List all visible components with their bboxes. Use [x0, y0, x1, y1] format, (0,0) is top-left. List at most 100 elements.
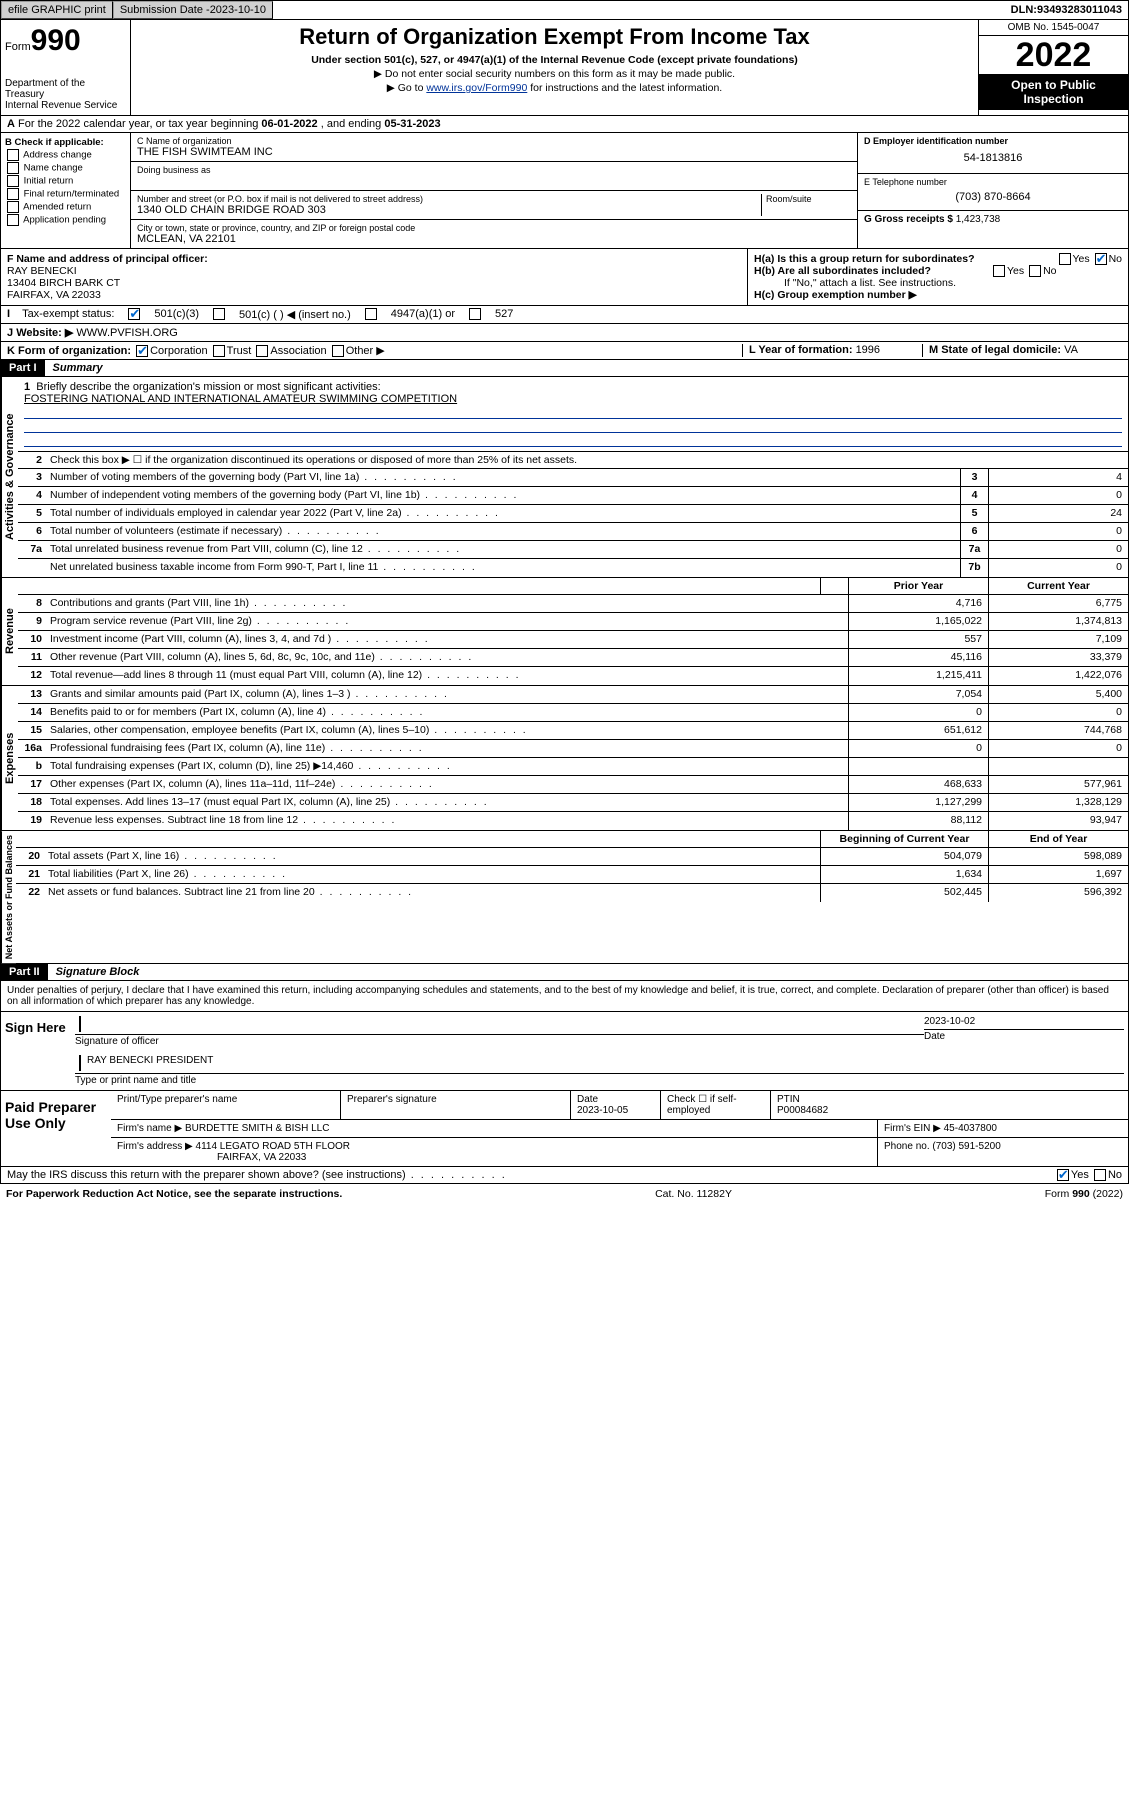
firm-addr1: 4114 LEGATO ROAD 5TH FLOOR — [196, 1141, 351, 1152]
signature-block: Under penalties of perjury, I declare th… — [0, 981, 1129, 1167]
chk-501c3[interactable] — [128, 308, 140, 320]
form-year-block: OMB No. 1545-0047 2022 Open to Public In… — [978, 20, 1128, 115]
table-row: 9Program service revenue (Part VIII, lin… — [18, 613, 1128, 631]
city-label: City or town, state or province, country… — [137, 223, 851, 233]
street-address: 1340 OLD CHAIN BRIDGE ROAD 303 — [137, 204, 761, 216]
irs-discuss-row: May the IRS discuss this return with the… — [0, 1167, 1129, 1184]
table-row: 15Salaries, other compensation, employee… — [18, 722, 1128, 740]
prep-col-name: Print/Type preparer's name — [111, 1091, 341, 1119]
chk-association[interactable] — [256, 345, 268, 357]
side-label-expenses: Expenses — [1, 686, 18, 830]
org-name-label: C Name of organization — [137, 136, 851, 146]
gross-receipts-label: G Gross receipts $ — [864, 214, 956, 225]
chk-527[interactable] — [469, 308, 481, 320]
omb-number: OMB No. 1545-0047 — [979, 20, 1128, 36]
form990-link[interactable]: www.irs.gov/Form990 — [426, 82, 527, 94]
revenue-col-headers: Prior Year Current Year — [18, 578, 1128, 595]
dba-label: Doing business as — [137, 165, 851, 175]
tax-year: 2022 — [979, 36, 1128, 74]
ptin-value: P00084682 — [777, 1105, 828, 1116]
tax-year-begin: 06-01-2022 — [261, 118, 317, 130]
ptin-label: PTIN — [777, 1094, 800, 1105]
row-i-tax-status: I Tax-exempt status: 501(c)(3) 501(c) ( … — [0, 306, 1129, 324]
footer-paperwork: For Paperwork Reduction Act Notice, see … — [6, 1188, 342, 1200]
form-prefix: Form — [5, 41, 31, 53]
paid-preparer-block: Paid Preparer Use Only Print/Type prepar… — [1, 1090, 1128, 1166]
note2-post: for instructions and the latest informat… — [527, 82, 722, 94]
chk-application-pending[interactable]: Application pending — [5, 214, 126, 226]
dln-value: 93493283011043 — [1037, 4, 1122, 16]
table-row: 18Total expenses. Add lines 13–17 (must … — [18, 794, 1128, 812]
phone-cell: E Telephone number (703) 870-8664 — [858, 174, 1128, 211]
dln-label: DLN: — [1011, 4, 1037, 16]
gross-receipts-cell: G Gross receipts $ 1,423,738 — [858, 211, 1128, 228]
chk-address-change[interactable]: Address change — [5, 149, 126, 161]
row-klm: K Form of organization: Corporation Trus… — [0, 342, 1129, 360]
officer-sig-label: Signature of officer — [75, 1034, 924, 1047]
chk-other[interactable] — [332, 345, 344, 357]
form-subtitle: Under section 501(c), 527, or 4947(a)(1)… — [137, 54, 972, 66]
firm-ein: 45-4037800 — [944, 1123, 997, 1134]
col-end-year: End of Year — [988, 831, 1128, 847]
note2-pre: ▶ Go to — [387, 82, 427, 94]
group-return: H(a) Is this a group return for subordin… — [748, 249, 1128, 305]
col-current-year: Current Year — [988, 578, 1128, 594]
section-revenue: Revenue Prior Year Current Year 8Contrib… — [0, 578, 1129, 686]
table-row: 6Total number of volunteers (estimate if… — [18, 523, 1128, 541]
table-row: 17Other expenses (Part IX, column (A), l… — [18, 776, 1128, 794]
form-id-block: Form990 Department of the Treasury Inter… — [1, 20, 131, 115]
side-label-revenue: Revenue — [1, 578, 18, 685]
open-inspection: Open to Public Inspection — [979, 74, 1128, 110]
table-row: 5Total number of individuals employed in… — [18, 505, 1128, 523]
chk-amended-return[interactable]: Amended return — [5, 201, 126, 213]
chk-trust[interactable] — [213, 345, 225, 357]
org-name-cell: C Name of organization THE FISH SWIMTEAM… — [131, 133, 857, 162]
website-value: WWW.PVFISH.ORG — [76, 327, 177, 339]
firm-name-label: Firm's name ▶ — [117, 1123, 182, 1134]
h-c-label: H(c) Group exemption number ▶ — [754, 289, 1122, 301]
row-a-mid: , and ending — [321, 118, 385, 130]
prep-col-date-lbl: Date — [577, 1094, 598, 1105]
state-value: VA — [1064, 344, 1078, 356]
part-2-title: Signature Block — [48, 964, 148, 980]
h-b-note: If "No," attach a list. See instructions… — [754, 277, 1122, 289]
side-label-ag: Activities & Governance — [1, 377, 18, 577]
chk-corporation[interactable] — [136, 345, 148, 357]
chk-501c[interactable] — [213, 308, 225, 320]
efile-button[interactable]: efile GRAPHIC print — [1, 1, 113, 19]
chk-name-change[interactable]: Name change — [5, 162, 126, 174]
year-formation-label: L Year of formation: — [749, 344, 856, 356]
col-b-header: B Check if applicable: — [5, 137, 126, 148]
sig-date-label: Date — [924, 1029, 1124, 1042]
declaration-text: Under penalties of perjury, I declare th… — [1, 981, 1128, 1011]
chk-discuss-yes[interactable] — [1057, 1169, 1069, 1181]
chk-discuss-no[interactable] — [1094, 1169, 1106, 1181]
chk-initial-return[interactable]: Initial return — [5, 175, 126, 187]
form-note-2: ▶ Go to www.irs.gov/Form990 for instruct… — [137, 82, 972, 94]
officer-name: RAY BENECKI — [7, 265, 741, 277]
chk-final-return[interactable]: Final return/terminated — [5, 188, 126, 200]
prep-col-sig: Preparer's signature — [341, 1091, 571, 1119]
form-number: Form990 — [5, 24, 126, 58]
mission-block: 1 Briefly describe the organization's mi… — [18, 377, 1128, 451]
page-footer: For Paperwork Reduction Act Notice, see … — [0, 1184, 1129, 1204]
tax-status-label: Tax-exempt status: — [22, 308, 114, 321]
col-prior-year: Prior Year — [848, 578, 988, 594]
row-a-text: For the 2022 calendar year, or tax year … — [18, 118, 261, 130]
table-row: 8Contributions and grants (Part VIII, li… — [18, 595, 1128, 613]
officer-printed-name: RAY BENECKI PRESIDENT — [79, 1055, 1124, 1071]
department: Department of the Treasury Internal Reve… — [5, 78, 126, 111]
officer-label: F Name and address of principal officer: — [7, 253, 741, 265]
dba-cell: Doing business as — [131, 162, 857, 191]
table-row: 13Grants and similar amounts paid (Part … — [18, 686, 1128, 704]
form-header: Form990 Department of the Treasury Inter… — [0, 20, 1129, 116]
firm-name: BURDETTE SMITH & BISH LLC — [185, 1123, 329, 1134]
chk-4947[interactable] — [365, 308, 377, 320]
prep-self-employed: Check ☐ if self-employed — [661, 1091, 771, 1119]
phone-label: E Telephone number — [864, 177, 1122, 187]
form-title-block: Return of Organization Exempt From Incom… — [131, 20, 978, 115]
form-title: Return of Organization Exempt From Incom… — [137, 24, 972, 50]
part-1-title: Summary — [45, 360, 111, 376]
section-activities-governance: Activities & Governance 1 Briefly descri… — [0, 377, 1129, 578]
col-c: C Name of organization THE FISH SWIMTEAM… — [131, 133, 858, 248]
